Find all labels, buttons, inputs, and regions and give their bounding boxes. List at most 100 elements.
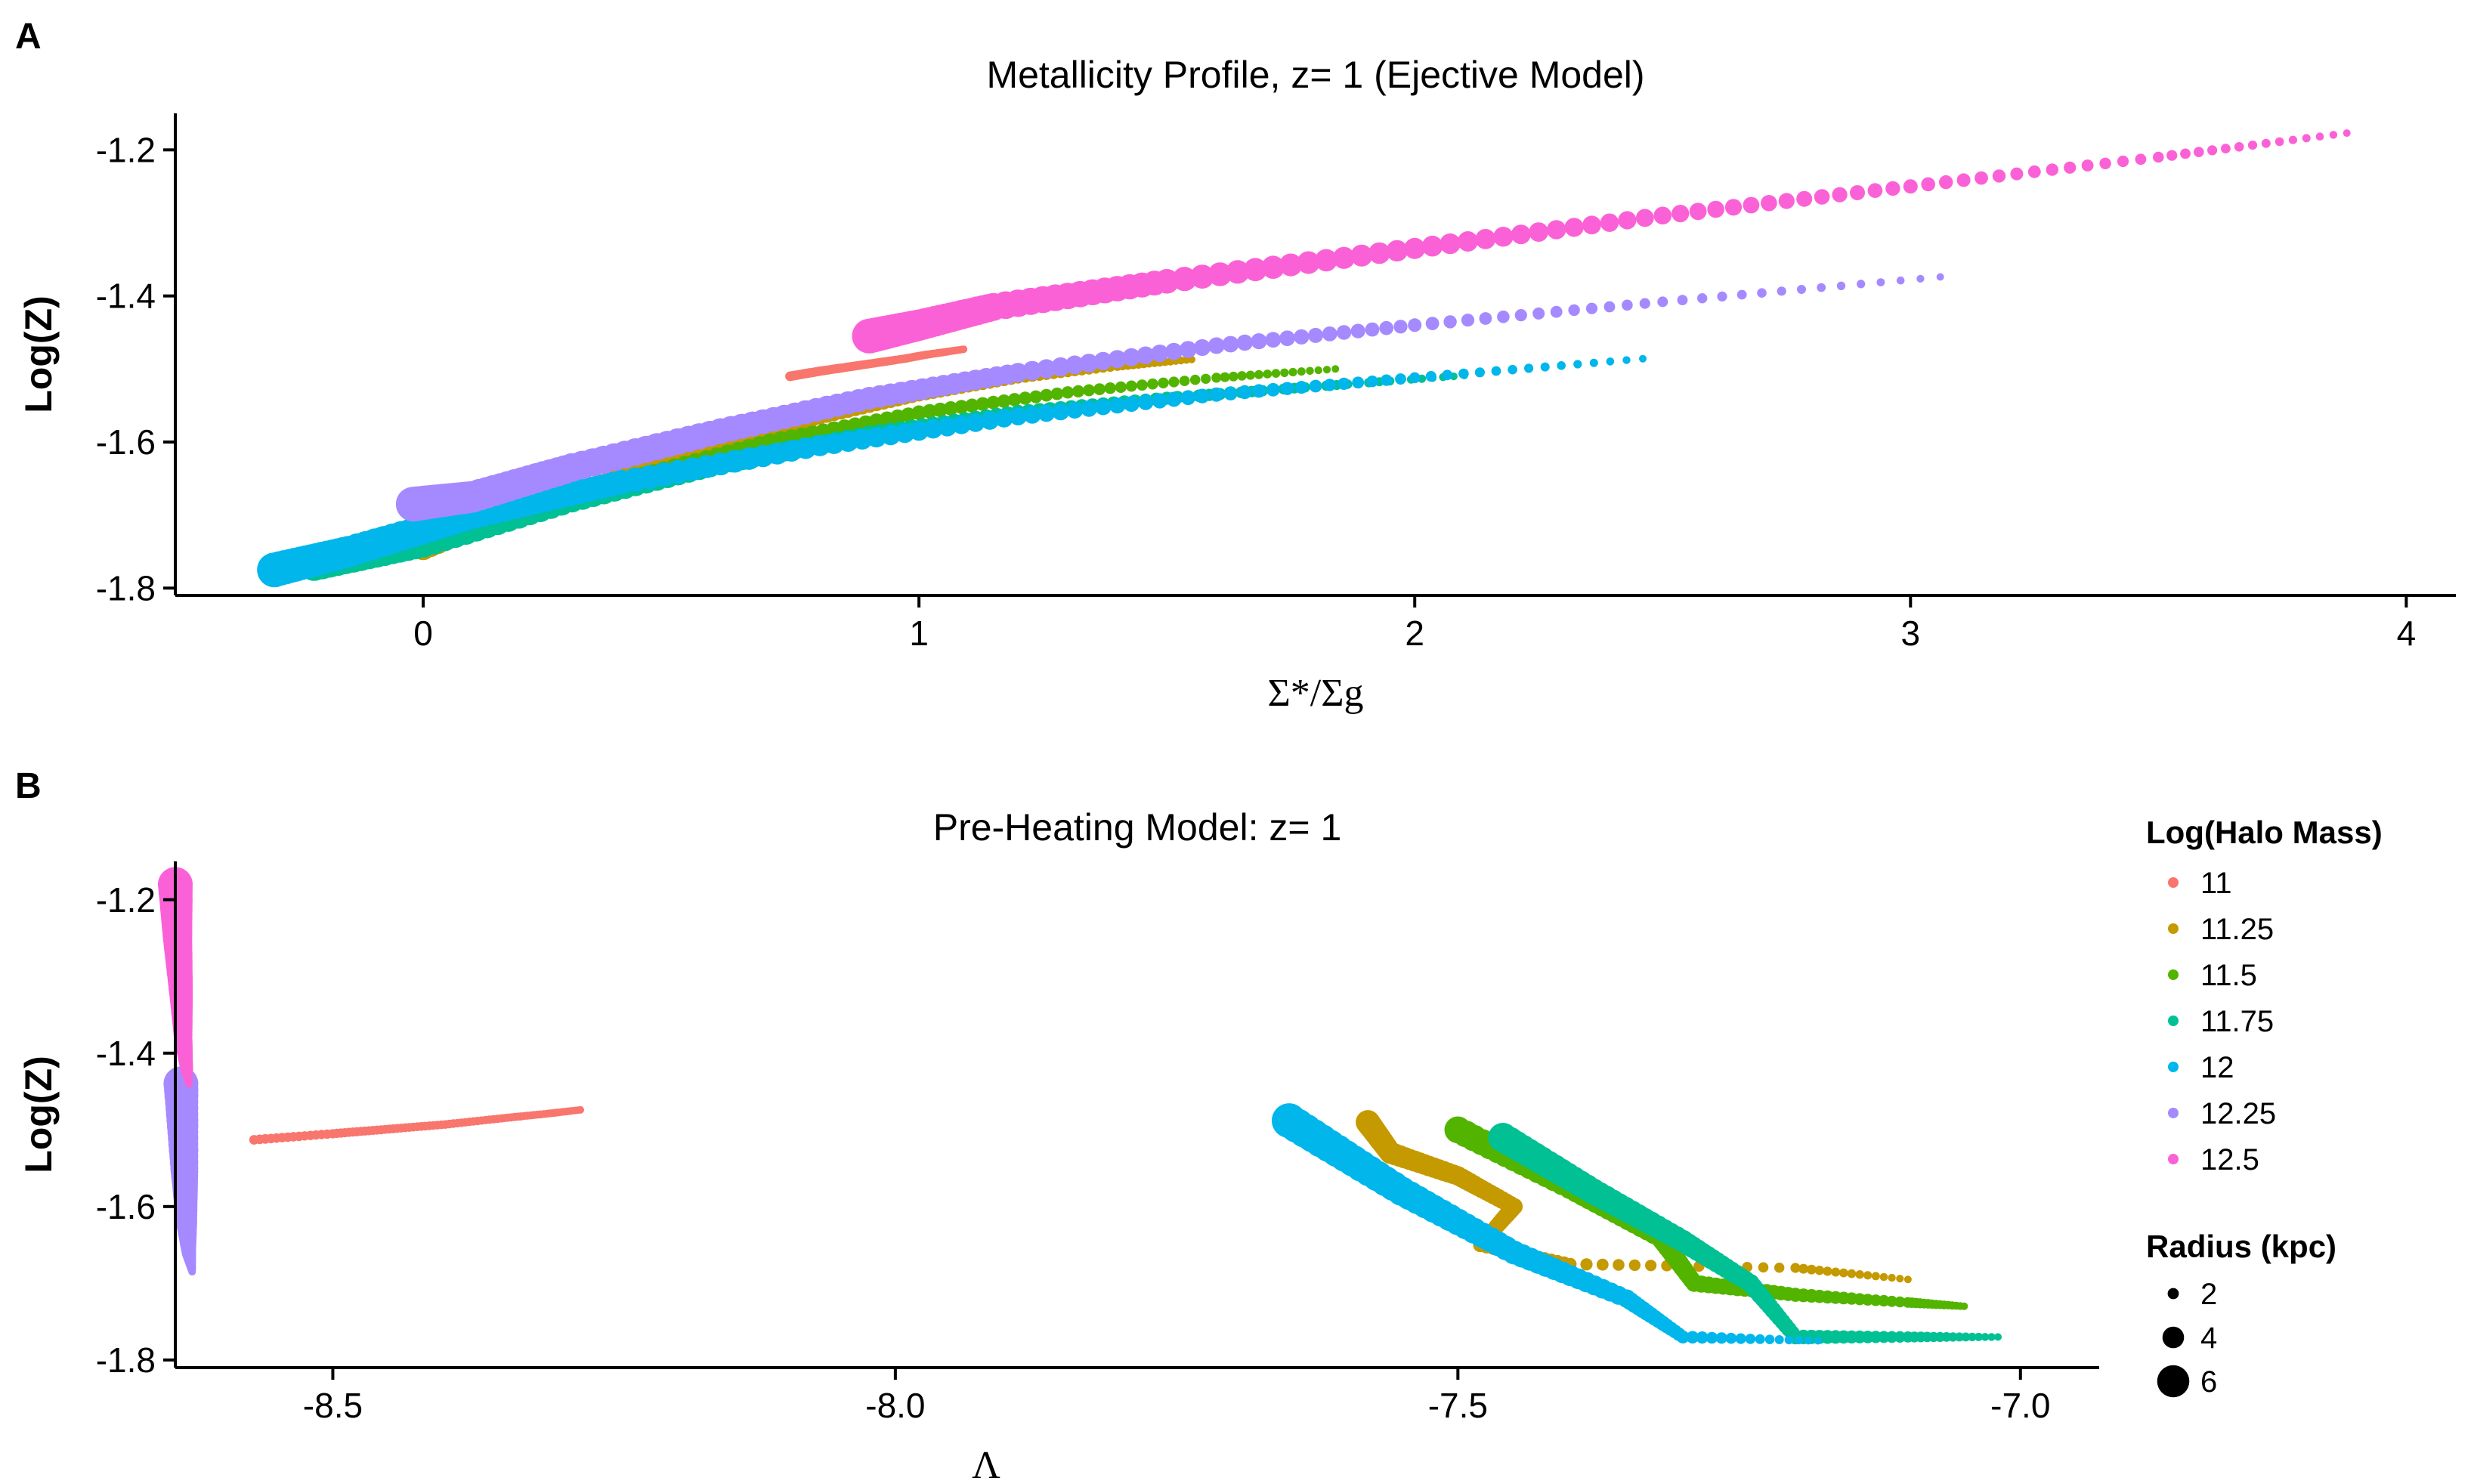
y-tick-label: -1.8	[96, 1340, 156, 1380]
data-point	[1645, 1260, 1657, 1272]
data-point	[1550, 305, 1563, 318]
data-point	[1158, 377, 1169, 388]
panel-b-chart: Pre-Heating Model: z= 1 -8.5 -8.0 -7.5 -7.0 -…	[17, 806, 2099, 1484]
data-point	[1794, 1336, 1803, 1345]
data-point	[1180, 390, 1196, 406]
data-point	[1297, 251, 1320, 274]
data-point	[1072, 385, 1085, 397]
data-point	[1237, 371, 1247, 381]
data-point	[1677, 295, 1688, 305]
data-point	[2343, 129, 2351, 138]
data-point	[1037, 359, 1056, 379]
data-point	[965, 398, 979, 413]
data-point	[1475, 229, 1496, 249]
legend-color-label: 11.75	[2200, 1005, 2274, 1038]
data-point	[1052, 403, 1069, 421]
data-point	[1338, 377, 1350, 390]
data-point	[1697, 293, 1708, 304]
data-point	[2234, 142, 2244, 152]
data-point	[1764, 1334, 1775, 1344]
data-point	[1323, 379, 1336, 391]
data-point	[1195, 388, 1210, 403]
y-tick-label: -1.8	[96, 568, 156, 608]
y-tick-label: -1.6	[96, 1187, 156, 1226]
data-point	[1108, 350, 1127, 369]
data-point	[1008, 363, 1028, 383]
data-point	[1774, 1263, 1785, 1273]
data-point	[1309, 379, 1322, 393]
data-point	[1350, 323, 1365, 339]
data-point	[1193, 339, 1211, 357]
data-point	[1894, 1331, 1906, 1343]
data-point	[1777, 286, 1786, 296]
data-point	[1606, 357, 1615, 366]
data-point	[1916, 274, 1925, 283]
data-point	[1236, 334, 1254, 351]
data-point	[2315, 132, 2324, 141]
data-point	[1757, 288, 1767, 298]
legend-size-entries: 2 4 6	[2157, 1278, 2217, 1399]
data-point	[1876, 278, 1885, 286]
data-point	[1838, 1268, 1848, 1278]
data-point	[1251, 333, 1267, 350]
data-point	[1151, 345, 1169, 363]
data-point	[2180, 148, 2191, 159]
data-point	[1238, 385, 1252, 400]
data-point	[1280, 368, 1289, 377]
data-point	[976, 397, 990, 411]
data-point	[1814, 189, 1830, 205]
data-point	[1294, 381, 1308, 394]
data-point	[1189, 374, 1201, 385]
data-point	[1706, 1331, 1718, 1344]
data-point	[1009, 407, 1028, 425]
x-tick-label: -7.0	[1990, 1386, 2050, 1425]
data-point	[1040, 388, 1053, 402]
data-point	[1093, 351, 1112, 370]
data-point	[2064, 161, 2077, 174]
data-point	[1115, 381, 1127, 393]
data-point	[1736, 289, 1747, 300]
data-point	[1223, 386, 1238, 400]
data-point	[1458, 368, 1469, 379]
data-point	[1540, 362, 1550, 372]
legend-size-key	[2157, 1365, 2190, 1398]
y-tick-label: -1.6	[96, 422, 156, 462]
data-point	[1635, 209, 1654, 227]
data-point	[1639, 298, 1650, 309]
data-point	[1894, 1296, 1906, 1308]
x-tick-label: 3	[1901, 614, 1921, 653]
data-point	[1817, 283, 1826, 292]
data-point	[2010, 167, 2024, 181]
data-point	[2099, 157, 2111, 169]
data-point	[1784, 1335, 1794, 1345]
data-point	[2166, 150, 2178, 161]
data-point	[1271, 369, 1281, 378]
data-point	[1254, 369, 1263, 379]
data-point	[1696, 1331, 1709, 1344]
data-point	[1261, 255, 1285, 280]
panel-a-chart: Metallicity Profile, z= 1 (Ejective Mode…	[17, 54, 2456, 715]
x-tick-label: -8.5	[303, 1386, 363, 1425]
data-point	[1365, 322, 1380, 337]
data-point	[1975, 1332, 1983, 1341]
series-11	[785, 345, 968, 382]
data-point	[1352, 376, 1365, 389]
series-12.5	[852, 129, 2351, 354]
data-point	[966, 413, 985, 432]
data-point	[1458, 231, 1478, 252]
series-12.25	[395, 273, 1944, 522]
data-point	[1297, 367, 1306, 376]
data-point	[1474, 367, 1485, 378]
chart-title: Metallicity Profile, z= 1 (Ejective Mode…	[986, 54, 1644, 96]
legend-color-key	[2168, 969, 2179, 980]
data-point	[986, 395, 1000, 410]
data-point	[1208, 262, 1232, 286]
data-point	[1023, 406, 1041, 424]
y-axis-label: Log(Z)	[17, 295, 60, 413]
data-point	[1871, 1272, 1880, 1281]
data-point	[1936, 273, 1944, 281]
data-point	[932, 402, 948, 418]
data-point	[1798, 1263, 1809, 1274]
data-point	[1717, 291, 1727, 301]
data-point	[1582, 215, 1601, 235]
